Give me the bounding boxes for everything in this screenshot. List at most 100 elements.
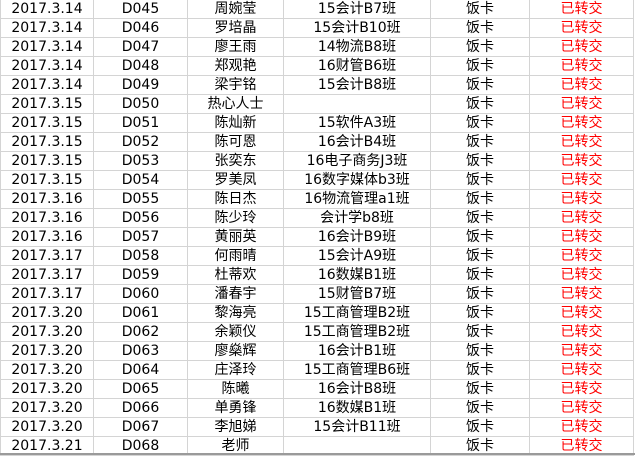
id-cell[interactable]: D047: [93, 37, 188, 57]
status-cell[interactable]: 已转交: [529, 56, 634, 76]
name-cell[interactable]: 梁宇铭: [187, 75, 284, 95]
status-cell[interactable]: 已转交: [529, 37, 634, 57]
id-cell[interactable]: D059: [93, 265, 188, 285]
class-cell[interactable]: 16物流管理a1班: [283, 189, 431, 209]
name-cell[interactable]: 黎海亮: [187, 303, 284, 323]
class-cell[interactable]: 15会计B10班: [283, 18, 431, 38]
date-cell[interactable]: 2017.3.20: [0, 379, 94, 399]
date-cell[interactable]: 2017.3.20: [0, 417, 94, 437]
item-cell[interactable]: 饭卡: [430, 94, 530, 114]
class-cell[interactable]: 16数字媒体b3班: [283, 170, 431, 190]
class-cell[interactable]: 16会计B9班: [283, 227, 431, 247]
item-cell[interactable]: 饭卡: [430, 189, 530, 209]
date-cell[interactable]: 2017.3.20: [0, 360, 94, 380]
name-cell[interactable]: 廖燊辉: [187, 341, 284, 361]
id-cell[interactable]: D061: [93, 303, 188, 323]
class-cell[interactable]: 15工商管理B6班: [283, 360, 431, 380]
status-cell[interactable]: 已转交: [529, 0, 634, 19]
date-cell[interactable]: 2017.3.14: [0, 56, 94, 76]
name-cell[interactable]: 罗培晶: [187, 18, 284, 38]
name-cell[interactable]: 热心人士: [187, 94, 284, 114]
id-cell[interactable]: D048: [93, 56, 188, 76]
class-cell[interactable]: 15会计B8班: [283, 75, 431, 95]
item-cell[interactable]: 饭卡: [430, 0, 530, 19]
class-cell[interactable]: 16会计B1班: [283, 341, 431, 361]
id-cell[interactable]: D063: [93, 341, 188, 361]
item-cell[interactable]: 饭卡: [430, 417, 530, 437]
item-cell[interactable]: 饭卡: [430, 37, 530, 57]
name-cell[interactable]: 周婉莹: [187, 0, 284, 19]
id-cell[interactable]: D054: [93, 170, 188, 190]
class-cell[interactable]: 会计学b8班: [283, 208, 431, 228]
item-cell[interactable]: 饭卡: [430, 208, 530, 228]
name-cell[interactable]: 陈灿新: [187, 113, 284, 133]
class-cell[interactable]: 15会计B7班: [283, 0, 431, 19]
item-cell[interactable]: 饭卡: [430, 303, 530, 323]
date-cell[interactable]: 2017.3.15: [0, 170, 94, 190]
id-cell[interactable]: D050: [93, 94, 188, 114]
date-cell[interactable]: 2017.3.20: [0, 398, 94, 418]
status-cell[interactable]: 已转交: [529, 436, 634, 456]
date-cell[interactable]: 2017.3.15: [0, 151, 94, 171]
status-cell[interactable]: 已转交: [529, 322, 634, 342]
item-cell[interactable]: 饭卡: [430, 360, 530, 380]
name-cell[interactable]: 陈日杰: [187, 189, 284, 209]
class-cell[interactable]: 15工商管理B2班: [283, 303, 431, 323]
status-cell[interactable]: 已转交: [529, 341, 634, 361]
date-cell[interactable]: 2017.3.17: [0, 284, 94, 304]
name-cell[interactable]: 余颖仪: [187, 322, 284, 342]
id-cell[interactable]: D049: [93, 75, 188, 95]
class-cell[interactable]: 15工商管理B2班: [283, 322, 431, 342]
id-cell[interactable]: D066: [93, 398, 188, 418]
date-cell[interactable]: 2017.3.20: [0, 341, 94, 361]
status-cell[interactable]: 已转交: [529, 417, 634, 437]
date-cell[interactable]: 2017.3.15: [0, 132, 94, 152]
id-cell[interactable]: D065: [93, 379, 188, 399]
date-cell[interactable]: 2017.3.17: [0, 265, 94, 285]
status-cell[interactable]: 已转交: [529, 170, 634, 190]
class-cell[interactable]: 15会计B11班: [283, 417, 431, 437]
name-cell[interactable]: 李旭娣: [187, 417, 284, 437]
status-cell[interactable]: 已转交: [529, 379, 634, 399]
date-cell[interactable]: 2017.3.14: [0, 75, 94, 95]
id-cell[interactable]: D058: [93, 246, 188, 266]
status-cell[interactable]: 已转交: [529, 151, 634, 171]
date-cell[interactable]: 2017.3.20: [0, 303, 94, 323]
class-cell[interactable]: 16数媒B1班: [283, 265, 431, 285]
item-cell[interactable]: 饭卡: [430, 227, 530, 247]
item-cell[interactable]: 饭卡: [430, 132, 530, 152]
status-cell[interactable]: 已转交: [529, 94, 634, 114]
status-cell[interactable]: 已转交: [529, 227, 634, 247]
class-cell[interactable]: [283, 94, 431, 114]
id-cell[interactable]: D062: [93, 322, 188, 342]
date-cell[interactable]: 2017.3.15: [0, 94, 94, 114]
item-cell[interactable]: 饭卡: [430, 170, 530, 190]
class-cell[interactable]: 16数媒B1班: [283, 398, 431, 418]
date-cell[interactable]: 2017.3.20: [0, 322, 94, 342]
name-cell[interactable]: 张奕东: [187, 151, 284, 171]
id-cell[interactable]: D060: [93, 284, 188, 304]
status-cell[interactable]: 已转交: [529, 18, 634, 38]
class-cell[interactable]: 15财管B7班: [283, 284, 431, 304]
class-cell[interactable]: 15软件A3班: [283, 113, 431, 133]
item-cell[interactable]: 饭卡: [430, 398, 530, 418]
status-cell[interactable]: 已转交: [529, 208, 634, 228]
class-cell[interactable]: 16财管B6班: [283, 56, 431, 76]
class-cell[interactable]: 16会计B4班: [283, 132, 431, 152]
item-cell[interactable]: 饭卡: [430, 265, 530, 285]
class-cell[interactable]: 16电子商务J3班: [283, 151, 431, 171]
item-cell[interactable]: 饭卡: [430, 341, 530, 361]
id-cell[interactable]: D064: [93, 360, 188, 380]
name-cell[interactable]: 杜蒂欢: [187, 265, 284, 285]
date-cell[interactable]: 2017.3.16: [0, 189, 94, 209]
id-cell[interactable]: D057: [93, 227, 188, 247]
name-cell[interactable]: 潘春宇: [187, 284, 284, 304]
item-cell[interactable]: 饭卡: [430, 246, 530, 266]
item-cell[interactable]: 饭卡: [430, 113, 530, 133]
id-cell[interactable]: D045: [93, 0, 188, 19]
class-cell[interactable]: 16会计B8班: [283, 379, 431, 399]
item-cell[interactable]: 饭卡: [430, 75, 530, 95]
item-cell[interactable]: 饭卡: [430, 18, 530, 38]
class-cell[interactable]: 15会计A9班: [283, 246, 431, 266]
name-cell[interactable]: 罗美凤: [187, 170, 284, 190]
